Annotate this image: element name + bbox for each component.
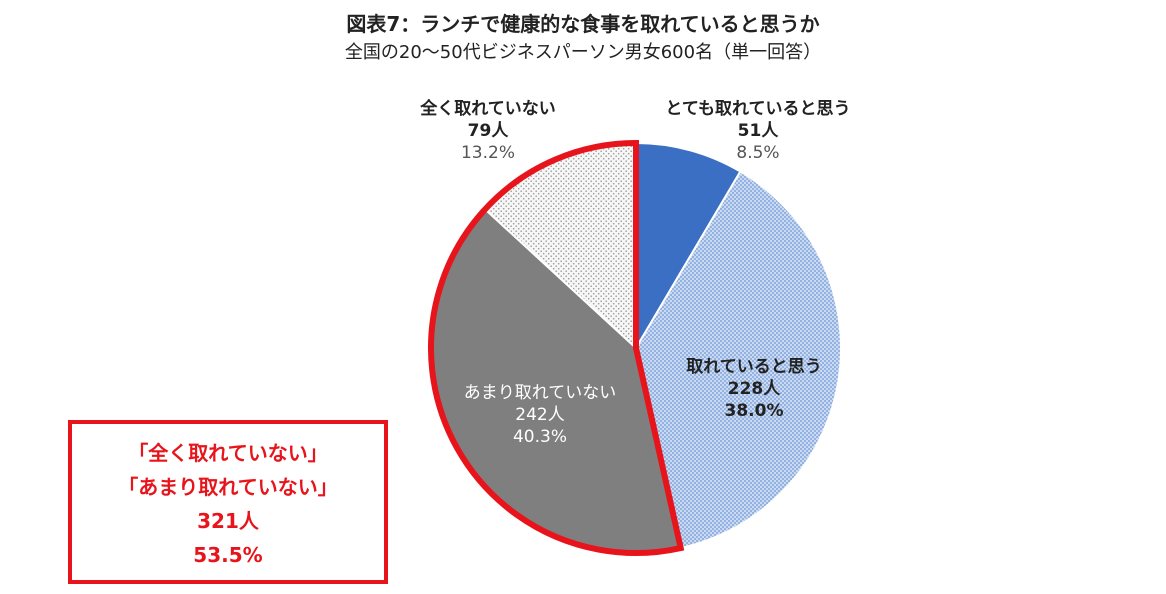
summary-percent: 53.5% bbox=[193, 543, 263, 567]
slice-count: 242人 bbox=[515, 405, 565, 425]
slice-percent: 38.0% bbox=[724, 401, 784, 421]
summary-box: 「全く取れていない」 「あまり取れていない」 321人 53.5% bbox=[68, 420, 388, 584]
slice-count: 228人 bbox=[727, 379, 781, 399]
slice-label-not-at-all: 全く取れていない 79人 13.2% bbox=[378, 98, 598, 164]
summary-line-1: 「全く取れていない」 bbox=[128, 441, 328, 465]
slice-name: とても取れていると思う bbox=[665, 99, 851, 119]
slice-name: あまり取れていない bbox=[463, 383, 617, 403]
slice-percent: 8.5% bbox=[736, 143, 780, 163]
chart-title: 図表7：ランチで健康的な食事を取れていると思うか bbox=[346, 12, 820, 36]
slice-count: 51人 bbox=[737, 121, 779, 141]
chart-subtitle: 全国の20～50代ビジネスパーソン男女600名（単一回答） bbox=[344, 42, 822, 63]
summary-count: 321人 bbox=[197, 509, 259, 533]
slice-percent: 40.3% bbox=[512, 427, 567, 447]
slice-very-well bbox=[635, 141, 742, 352]
slice-well bbox=[634, 170, 842, 550]
slice-percent: 13.2% bbox=[460, 143, 515, 163]
slice-count: 79人 bbox=[467, 121, 509, 141]
slice-label-not-much: あまり取れていない 242人 40.3% bbox=[430, 382, 650, 448]
highlight-outline bbox=[428, 139, 685, 556]
slice-label-well: 取れていると思う 228人 38.0% bbox=[654, 356, 854, 422]
slice-label-very-well: とても取れていると思う 51人 8.5% bbox=[628, 98, 888, 164]
summary-line-2: 「あまり取れていない」 bbox=[118, 475, 338, 499]
slice-name: 全く取れていない bbox=[420, 99, 556, 119]
slice-name: 取れていると思う bbox=[686, 357, 822, 377]
